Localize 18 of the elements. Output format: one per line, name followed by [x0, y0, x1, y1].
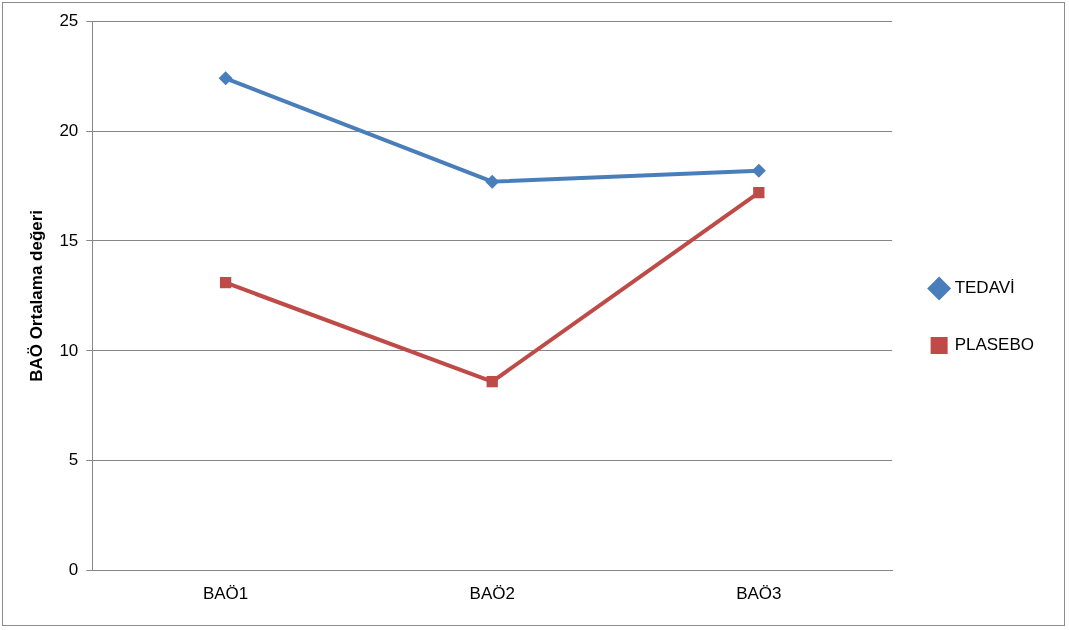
y-tick-label: 25 [59, 10, 79, 30]
y-tick-label: 20 [59, 120, 79, 140]
y-tick-label: 0 [68, 560, 79, 580]
point [218, 71, 233, 86]
point [486, 375, 498, 388]
y-tick-label: 15 [59, 230, 79, 250]
point [485, 174, 500, 189]
y-tick-label: 5 [68, 450, 79, 470]
legend-label: PLASEBO [954, 335, 1034, 355]
y-axis-title: BAÖ Ortalama değeri [26, 209, 46, 382]
point [753, 186, 765, 199]
y-tick-label: 10 [59, 340, 79, 360]
x-tick-label: BAÖ3 [736, 584, 782, 604]
point [751, 163, 766, 178]
x-tick-label: BAÖ1 [202, 584, 249, 604]
point [219, 277, 232, 289]
legend-label: TEDAVİ [954, 278, 1015, 298]
x-tick-label: BAÖ2 [469, 584, 515, 604]
